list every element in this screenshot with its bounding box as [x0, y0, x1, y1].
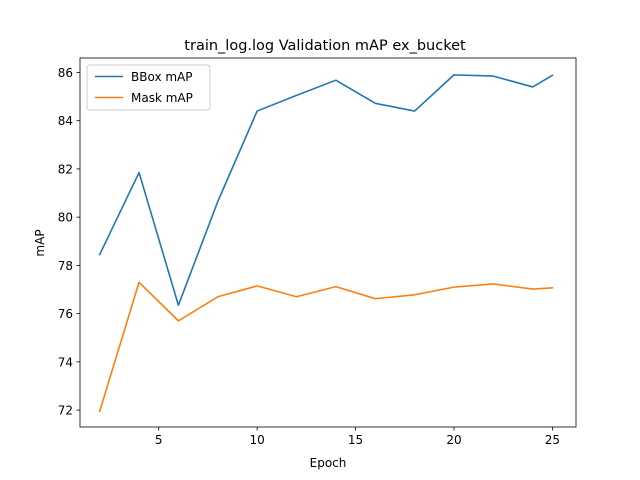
y-tick-label: 80 [58, 211, 73, 225]
x-tick-label: 25 [545, 433, 560, 447]
y-tick-label: 78 [58, 259, 73, 273]
y-tick-label: 76 [58, 307, 73, 321]
legend-label: Mask mAP [131, 91, 193, 105]
x-tick-label: 15 [348, 433, 363, 447]
x-tick-label: 5 [155, 433, 163, 447]
y-tick-label: 82 [58, 162, 73, 176]
legend: BBox mAP Mask mAP [86, 64, 211, 111]
x-tick-label: 20 [446, 433, 461, 447]
x-axis-label: Epoch [310, 456, 347, 470]
plot-frame [79, 57, 577, 428]
y-axis-label: mAP [33, 229, 47, 256]
y-tick-label: 72 [58, 404, 73, 418]
x-tick-label: 10 [250, 433, 265, 447]
y-tick-label: 86 [58, 66, 73, 80]
y-tick-label: 84 [58, 114, 73, 128]
chart-title: train_log.log Validation mAP ex_bucket [184, 38, 466, 54]
y-tick-label: 74 [58, 355, 73, 369]
legend-label: BBox mAP [131, 70, 193, 84]
plot-area [98, 74, 554, 413]
